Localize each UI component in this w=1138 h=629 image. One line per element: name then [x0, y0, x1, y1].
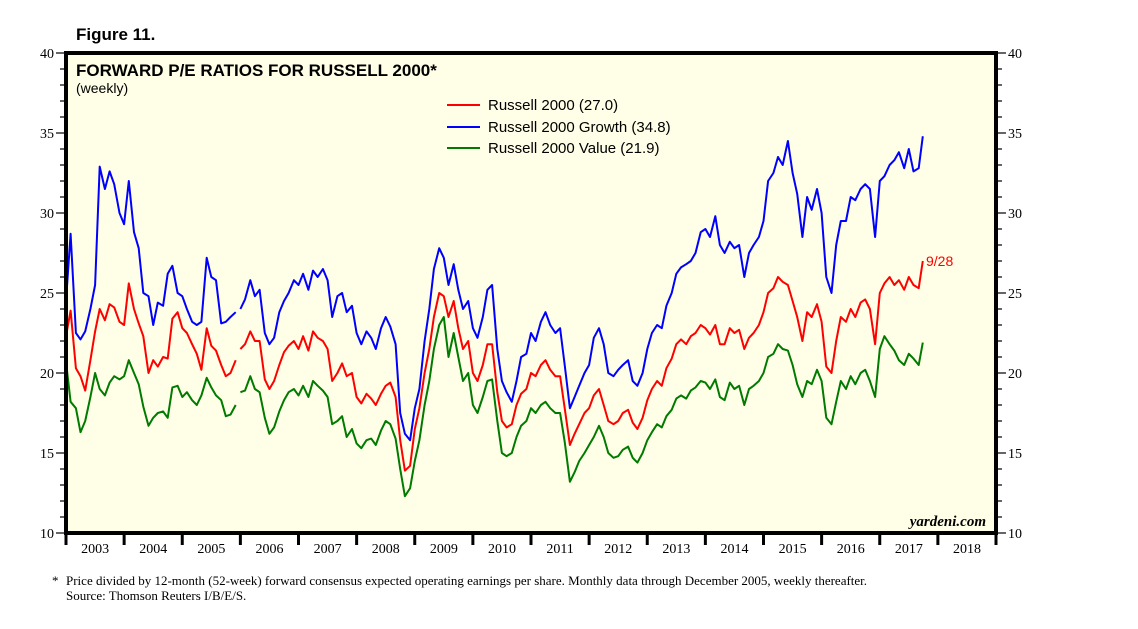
- x-tick-label: 2005: [197, 542, 225, 557]
- y-tick-label-left: 20: [40, 367, 54, 382]
- x-axis: 2003 2004 2005 2006 2007 2008 2009 2010 2011 2012…: [64, 533, 998, 557]
- y-tick-label-right: 30: [1008, 207, 1022, 222]
- y-tick-label-right: 15: [1008, 447, 1022, 462]
- y-tick-label-left: 40: [40, 47, 54, 62]
- y-tick-label-right: 25: [1008, 287, 1022, 302]
- legend: Russell 2000 (27.0) Russell 2000 Growth …: [447, 97, 671, 157]
- y-tick-label-right: 20: [1008, 367, 1022, 382]
- series-line-russell-2000-segment-1: [65, 282, 237, 392]
- y-axis-left: 10 15 20 25 30 35 40: [40, 47, 66, 542]
- chart-title: FORWARD P/E RATIOS FOR RUSSELL 2000*: [76, 61, 437, 80]
- plot-area: [66, 53, 996, 533]
- y-tick-label-left: 15: [40, 447, 54, 462]
- y-tick-label-left: 10: [40, 527, 54, 542]
- x-tick-label: 2006: [255, 542, 283, 557]
- x-tick-label: 2007: [314, 542, 342, 557]
- y-axis-right: 10 15 20 25 30 35 40: [996, 47, 1022, 542]
- x-tick-label: 2012: [604, 542, 632, 557]
- x-tick-label: 2013: [662, 542, 690, 557]
- end-date-annotation: 9/28: [926, 253, 953, 269]
- legend-item-russell-2000-value: Russell 2000 Value (21.9): [447, 140, 660, 157]
- legend-label-russell-2000-value: Russell 2000 Value (21.9): [488, 140, 660, 157]
- x-tick-label: 2015: [779, 542, 807, 557]
- y-tick-label-left: 35: [40, 127, 54, 142]
- x-tick-label: 2018: [953, 542, 981, 557]
- y-tick-label-left: 30: [40, 207, 54, 222]
- x-tick-label: 2014: [720, 542, 748, 557]
- x-tick-label: 2011: [546, 542, 573, 557]
- series-line-russell-2000-segment-2: [239, 260, 924, 472]
- x-tick-label: 2017: [895, 542, 923, 557]
- series-line-russell-2000-value-segment-1: [65, 359, 237, 434]
- legend-label-russell-2000-growth: Russell 2000 Growth (34.8): [488, 119, 671, 136]
- x-tick-label: 2009: [430, 542, 458, 557]
- watermark: yardeni.com: [908, 514, 986, 530]
- y-tick-label-right: 10: [1008, 527, 1022, 542]
- footnote-marker: *: [52, 573, 59, 588]
- series-line-russell-2000-growth-segment-2: [239, 136, 924, 442]
- x-tick-label: 2003: [81, 542, 109, 557]
- y-tick-label-right: 35: [1008, 127, 1022, 142]
- legend-label-russell-2000: Russell 2000 (27.0): [488, 97, 618, 114]
- series-layer: [65, 136, 924, 498]
- y-tick-label-right: 40: [1008, 47, 1022, 62]
- x-tick-label: 2004: [139, 542, 167, 557]
- figure-label: Figure 11.: [76, 25, 155, 44]
- x-tick-label: 2016: [837, 542, 865, 557]
- y-tick-label-left: 25: [40, 287, 54, 302]
- footnote-line-1: Price divided by 12-month (52-week) forw…: [66, 573, 867, 588]
- x-tick-label: 2010: [488, 542, 516, 557]
- series-line-russell-2000-value-segment-2: [240, 316, 924, 498]
- series-line-russell-2000-growth-segment-1: [65, 165, 237, 341]
- chart-subtitle: (weekly): [76, 80, 128, 96]
- footnote-line-2: Source: Thomson Reuters I/B/E/S.: [66, 588, 246, 603]
- x-tick-label: 2008: [372, 542, 400, 557]
- legend-item-russell-2000-growth: Russell 2000 Growth (34.8): [447, 119, 671, 136]
- legend-item-russell-2000: Russell 2000 (27.0): [447, 97, 618, 114]
